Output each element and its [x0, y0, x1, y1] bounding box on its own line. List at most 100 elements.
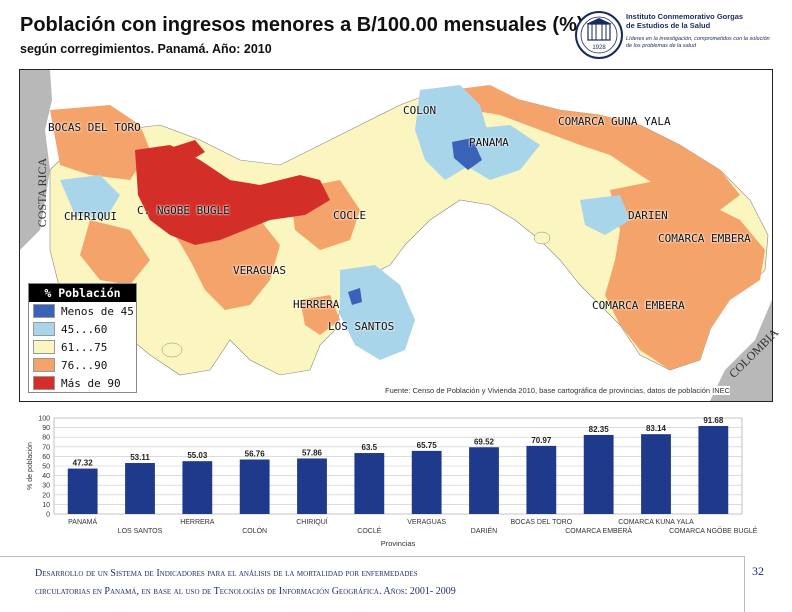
- footer-divider: [0, 556, 744, 557]
- bar: [354, 453, 385, 514]
- bar-value-label: 55.03: [187, 451, 208, 460]
- bar: [239, 459, 270, 514]
- map-source-note: Fuente: Censo de Población y Vivienda 20…: [385, 386, 731, 395]
- bar-value-label: 91.68: [703, 416, 724, 425]
- y-tick-label: 40: [42, 473, 50, 480]
- chiriqui-blue: [60, 175, 120, 220]
- legend-swatch-orange: [33, 358, 55, 372]
- legend-title: % Población: [29, 284, 136, 302]
- bar-chart-svg: 0 10 20 30 40 50 60 70 80 90 100 % de población 47.3…: [27, 416, 758, 549]
- choropleth-map: BOCAS DEL TORO COLON PANAMA COMARCA GUNA…: [19, 69, 781, 402]
- label-los-santos: LOS SANTOS: [328, 320, 395, 333]
- x-tick-label: PANAMÁ: [68, 517, 97, 526]
- bar: [526, 445, 557, 514]
- label-herrera: HERRERA: [293, 298, 340, 311]
- guna-region: [450, 85, 740, 210]
- bar: [182, 461, 213, 514]
- seal-icon: 1928: [575, 11, 623, 59]
- ngobe-region: [135, 145, 330, 245]
- footer-line-1: Desarrollo de un Sistema de Indicadores …: [35, 568, 418, 579]
- y-tick-label: 20: [42, 492, 50, 499]
- herrera-orange: [300, 295, 340, 335]
- label-chiriqui: CHIRIQUI: [64, 210, 117, 223]
- label-comarca-guna-yala: COMARCA GUNA YALA: [558, 115, 671, 128]
- x-tick-label: BOCAS DEL TORO: [510, 519, 572, 526]
- ngobe-spot: [170, 140, 205, 162]
- map-legend: % Población Menos de 45 45...60 61...75 …: [28, 283, 137, 393]
- x-tick-label: LOS SANTOS: [118, 528, 163, 535]
- bar: [469, 447, 499, 514]
- costa-rica-region: [20, 70, 52, 250]
- legend-label: Más de 90: [61, 376, 121, 390]
- page-title: Población con ingresos menores a B/100.0…: [20, 14, 584, 36]
- x-tick-label: COCLÉ: [357, 526, 381, 535]
- map-graphic: [20, 70, 772, 401]
- panama-blue: [460, 125, 540, 180]
- label-costa-rica: COSTA RICA: [35, 157, 50, 228]
- label-cocle: COCLE: [333, 209, 367, 222]
- bar: [583, 434, 614, 514]
- svg-text:1928: 1928: [592, 45, 606, 51]
- logo-name: Instituto Conmemorativo Gorgas de Estudi…: [626, 12, 744, 30]
- bar-value-label: 82.35: [589, 425, 610, 434]
- bar-value-label: 65.75: [417, 441, 438, 450]
- chiriqui-orange: [80, 220, 150, 285]
- label-comarca-embera-1: COMARCA EMBERA: [658, 232, 751, 245]
- bar-value-label: 57.86: [302, 448, 323, 457]
- legend-item: 45...60: [29, 320, 136, 338]
- bar-value-label: 47.32: [73, 459, 94, 468]
- legend-swatch-light-blue: [33, 322, 55, 336]
- footer-text: Desarrollo de un Sistema de Indicadores …: [35, 565, 735, 601]
- darien-blue: [580, 195, 630, 235]
- bar-value-label: 69.52: [474, 437, 495, 446]
- footer-line-2: circulatorias en Panamá, en base al uso …: [35, 586, 456, 597]
- lossantos-region: [340, 265, 415, 360]
- y-tick-label: 90: [42, 425, 50, 432]
- darien-region: [605, 180, 765, 370]
- legend-label: 76...90: [61, 358, 108, 372]
- footer-page-divider: [744, 556, 745, 612]
- y-axis-label: % de población: [27, 442, 34, 490]
- legend-swatch-red: [33, 376, 55, 390]
- legend-label: Menos de 45: [61, 304, 134, 318]
- chitre-region: [348, 288, 362, 305]
- colombia-region: [710, 300, 772, 401]
- legend-item: Más de 90: [29, 374, 136, 392]
- page-footer: Desarrollo de un Sistema de Indicadores …: [0, 556, 792, 612]
- bar-value-label: 56.76: [245, 450, 266, 459]
- page-subtitle: según corregimientos. Panamá. Año: 2010: [20, 42, 272, 56]
- x-tick-label: HERRERA: [180, 519, 215, 526]
- y-tick-label: 60: [42, 454, 50, 461]
- bar: [297, 458, 327, 514]
- legend-swatch-dark-blue: [33, 304, 55, 318]
- x-tick-label: COMARCA NGÖBE BUGLÉ: [669, 526, 758, 535]
- bar-value-label: 63.5: [362, 443, 378, 452]
- bar: [411, 450, 442, 514]
- legend-label: 45...60: [61, 322, 108, 336]
- page-number: 32: [752, 564, 764, 578]
- x-tick-label: COLÓN: [242, 526, 267, 535]
- legend-item: 61...75: [29, 338, 136, 356]
- y-tick-label: 100: [38, 416, 50, 423]
- x-tick-label: COMARCA KUNA YALA: [618, 519, 694, 526]
- x-tick-label: COMARCA EMBERÁ: [565, 526, 632, 535]
- bar: [698, 425, 729, 514]
- label-darien: DARIEN: [628, 209, 668, 222]
- label-veraguas: VERAGUAS: [233, 264, 286, 277]
- bar: [67, 468, 98, 514]
- x-axis-label: Provincias: [381, 539, 416, 548]
- bar-value-label: 70.97: [531, 436, 552, 445]
- y-tick-label: 10: [42, 502, 50, 509]
- label-panama: PANAMA: [469, 136, 509, 149]
- institute-logo: 1928 Instituto Conmemorativo Gorgas de E…: [574, 10, 774, 66]
- bar: [125, 463, 155, 514]
- y-tick-label: 80: [42, 435, 50, 442]
- legend-label: 61...75: [61, 340, 108, 354]
- panama-city-region: [452, 138, 482, 170]
- x-tick-label: DARIÉN: [471, 526, 497, 535]
- y-tick-label: 70: [42, 444, 50, 451]
- label-colon: COLON: [403, 104, 437, 117]
- bar-value-label: 53.11: [130, 453, 150, 462]
- legend-item: Menos de 45: [29, 302, 136, 320]
- y-tick-label: 50: [42, 464, 50, 471]
